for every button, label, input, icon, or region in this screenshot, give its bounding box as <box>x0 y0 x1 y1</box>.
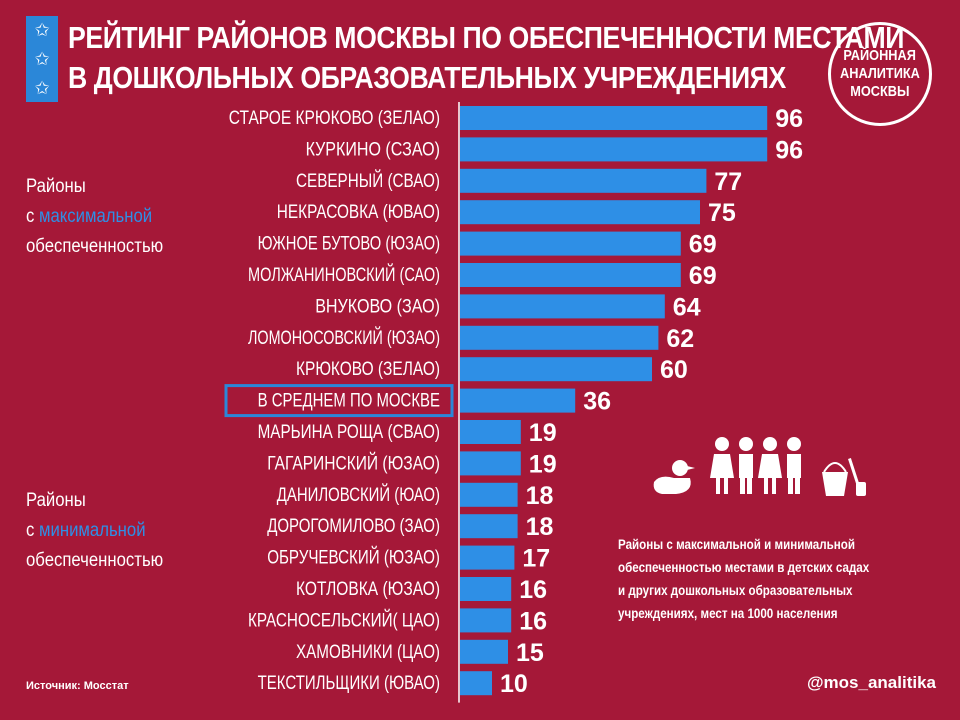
value-label: 19 <box>529 419 557 447</box>
min-group-line-1: Районы <box>26 490 86 511</box>
bar <box>460 577 512 601</box>
value-label: 69 <box>689 262 717 290</box>
bar <box>460 137 768 162</box>
bar <box>460 263 681 287</box>
category-label: СТАРОЕ КРЮКОВО (ЗЕЛАО) <box>229 108 440 129</box>
title-line-2: В ДОШКОЛЬНЫХ ОБРАЗОВАТЕЛЬНЫХ УЧРЕЖДЕНИЯХ <box>68 60 786 95</box>
children-icon <box>710 437 801 494</box>
value-label: 36 <box>583 388 611 416</box>
value-label: 62 <box>666 325 694 353</box>
value-label: 60 <box>660 356 688 384</box>
bar <box>460 420 521 444</box>
category-label: НЕКРАСОВКА (ЮВАО) <box>277 202 440 223</box>
bucket-icon <box>822 458 866 496</box>
bar <box>460 294 665 319</box>
bar <box>460 325 659 350</box>
category-label: ТЕКСТИЛЬЩИКИ (ЮВАО) <box>258 673 440 694</box>
social-handle[interactable]: @mos_analitika <box>806 673 936 692</box>
category-label: МАРЬИНА РОЩА (СВАО) <box>258 422 440 443</box>
value-label: 16 <box>519 576 547 604</box>
bar <box>460 451 521 476</box>
max-group-line-1: Районы <box>26 176 86 197</box>
bar <box>460 545 515 570</box>
max-group-highlight: максимальной <box>39 206 153 227</box>
note-line-2: обеспеченностью местами в детских садах <box>618 560 870 575</box>
value-label: 69 <box>689 231 717 259</box>
category-label: ВНУКОВО (ЗАО) <box>315 296 440 317</box>
bar <box>460 388 576 413</box>
value-label: 96 <box>775 136 803 164</box>
value-label: 18 <box>526 513 554 541</box>
category-label: ГАГАРИНСКИЙ (ЮЗАО) <box>267 452 440 474</box>
category-label: ХАМОВНИКИ (ЦАО) <box>296 642 440 663</box>
value-label: 96 <box>775 105 803 133</box>
category-label: В СРЕДНЕМ ПО МОСКВЕ <box>258 391 440 412</box>
note-line-1: Районы с максимальной и минимальной <box>618 537 856 552</box>
average-highlight-box <box>224 384 454 418</box>
logo-line-2: АНАЛИТИКА <box>840 65 920 82</box>
stars-badge: ✩ ✩ ✩ <box>26 16 58 102</box>
logo-line-3: МОСКВЫ <box>850 83 910 100</box>
note-line-3: и других дошкольных образовательных <box>618 583 853 598</box>
category-label: ЛОМОНОСОВСКИЙ (ЮЗАО) <box>248 327 440 349</box>
bar <box>460 200 700 225</box>
value-label: 17 <box>522 545 550 573</box>
source-note: Источник: Мосстат <box>26 680 129 692</box>
bar <box>460 671 492 696</box>
max-group-prefix: с <box>26 206 40 227</box>
star-icon: ✩ <box>34 48 50 69</box>
min-group-highlight: минимальной <box>39 520 146 541</box>
bar <box>460 168 707 193</box>
duck-icon <box>653 460 695 494</box>
bar <box>460 231 681 256</box>
note-line-4: учреждениях, мест на 1000 населения <box>618 606 838 621</box>
legend-note: Районы с максимальной и минимальной обес… <box>618 533 902 625</box>
min-group-line-3: обеспеченностью <box>26 550 164 571</box>
value-label: 64 <box>673 293 701 321</box>
min-group-line-2: с минимальной <box>26 516 163 546</box>
star-icon: ✩ <box>34 77 50 98</box>
category-label: КРАСНОСЕЛЬСКИЙ( ЦАО) <box>248 609 440 631</box>
category-label: ДОРОГОМИЛОВО (ЗАО) <box>267 516 440 537</box>
category-label: КРЮКОВО (ЗЕЛАО) <box>296 359 440 380</box>
bar <box>460 482 518 507</box>
bar <box>460 514 518 539</box>
bar <box>460 608 512 633</box>
category-label: ДАНИЛОВСКИЙ (ЮАО) <box>277 484 440 506</box>
bar <box>460 639 508 664</box>
logo-line-1: РАЙОННАЯ <box>843 47 917 64</box>
value-label: 77 <box>714 168 742 196</box>
category-label: КОТЛОВКА (ЮЗАО) <box>296 579 440 600</box>
category-label: СЕВЕРНЫЙ (СВАО) <box>296 170 440 192</box>
max-group-line-2: с максимальной <box>26 202 163 232</box>
category-label: КУРКИНО (СЗАО) <box>306 139 440 160</box>
category-label: МОЛЖАНИНОВСКИЙ (САО) <box>248 264 440 286</box>
value-label: 75 <box>708 199 736 227</box>
bar <box>460 106 768 130</box>
category-label: ОБРУЧЕВСКИЙ (ЮЗАО) <box>267 547 440 569</box>
bar <box>460 357 652 382</box>
max-group-line-3: обеспеченностью <box>26 236 164 257</box>
value-label: 10 <box>500 670 528 698</box>
value-label: 15 <box>516 639 544 667</box>
star-icon: ✩ <box>34 20 50 41</box>
logo: РАЙОННАЯ АНАЛИТИКА МОСКВЫ <box>828 22 932 126</box>
min-group-prefix: с <box>26 520 40 541</box>
max-group-label: Районы с максимальной обеспеченностью <box>26 172 163 262</box>
children-illustration <box>653 437 866 496</box>
value-label: 16 <box>519 607 547 635</box>
value-label: 18 <box>526 482 554 510</box>
value-label: 19 <box>529 450 557 478</box>
min-group-label: Районы с минимальной обеспеченностью <box>26 486 163 576</box>
category-label: ЮЖНОЕ БУТОВО (ЮЗАО) <box>258 234 440 255</box>
